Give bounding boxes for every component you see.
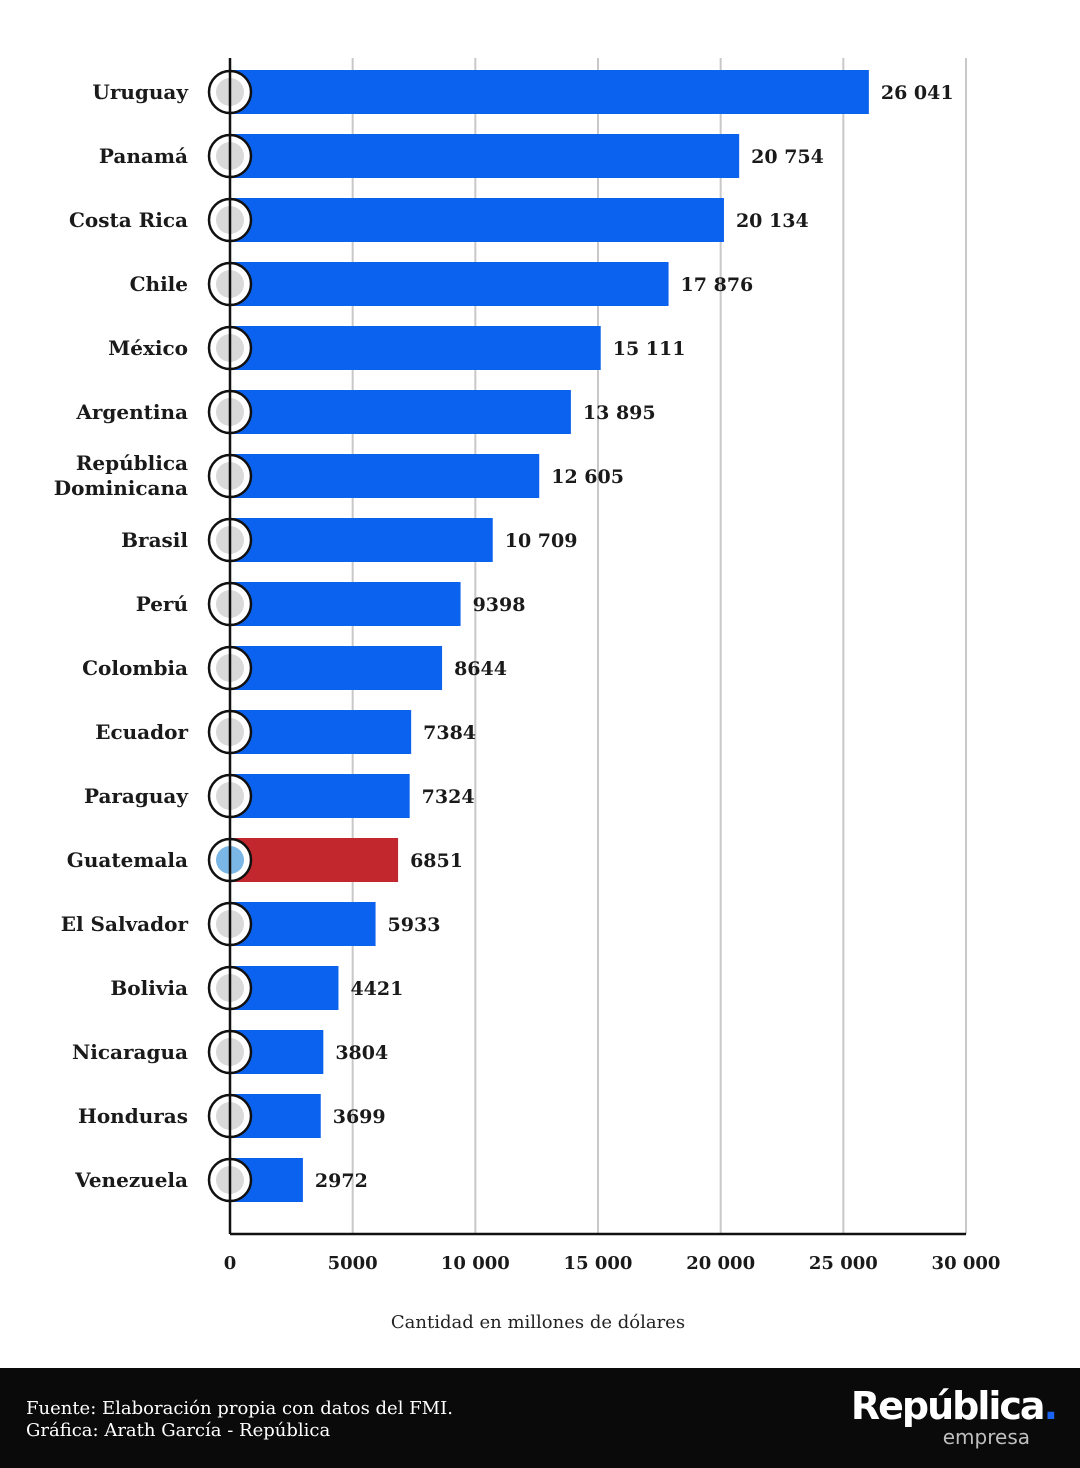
bar-0 — [230, 70, 869, 114]
value-label-8: 9398 — [473, 594, 526, 616]
category-label-17: Venezuela — [74, 1168, 188, 1192]
category-label-0: Uruguay — [92, 80, 189, 104]
bar-13 — [230, 902, 376, 946]
category-label-4: México — [108, 336, 188, 360]
value-label-14: 4421 — [350, 978, 403, 1000]
x-tick-label-3: 15 000 — [564, 1253, 633, 1274]
x-tick-label-1: 5000 — [328, 1253, 378, 1274]
category-label-11: Paraguay — [84, 784, 189, 808]
brand-dot: . — [1043, 1384, 1059, 1428]
category-label-line-6-0: República — [76, 451, 188, 475]
value-label-7: 10 709 — [505, 530, 578, 552]
bar-5 — [230, 390, 571, 434]
x-tick-label-5: 25 000 — [809, 1253, 878, 1274]
value-label-6: 12 605 — [551, 466, 624, 488]
source-text: Fuente: Elaboración propia con datos del… — [26, 1398, 453, 1419]
brand-logo: República. empresa — [850, 1384, 1059, 1449]
category-label-3: Chile — [130, 272, 188, 296]
value-label-1: 20 754 — [751, 146, 824, 168]
category-label-line-6-1: Dominicana — [54, 476, 188, 500]
bar-3 — [230, 262, 669, 306]
source-notes: Fuente: Elaboración propia con datos del… — [26, 1398, 453, 1442]
brand-tagline: empresa — [942, 1425, 1030, 1449]
category-label-1: Panamá — [99, 144, 188, 168]
category-label-6: República Dominicana — [54, 451, 188, 500]
value-label-15: 3804 — [335, 1042, 388, 1064]
bar-2 — [230, 198, 724, 242]
bar-6 — [230, 454, 540, 498]
value-label-2: 20 134 — [736, 210, 809, 232]
category-label-16: Honduras — [78, 1104, 188, 1128]
value-label-10: 7384 — [423, 722, 476, 744]
value-label-5: 13 895 — [583, 402, 656, 424]
value-label-13: 5933 — [388, 914, 441, 936]
bar-11 — [230, 774, 410, 818]
brand-name: República — [850, 1384, 1046, 1428]
category-label-10: Ecuador — [95, 720, 188, 744]
value-label-9: 8644 — [454, 658, 507, 680]
value-label-4: 15 111 — [613, 338, 686, 360]
value-label-12: 6851 — [410, 850, 463, 872]
bar-8 — [230, 582, 461, 626]
x-axis-title: Cantidad en millones de dólares — [391, 1312, 685, 1333]
category-label-5: Argentina — [75, 400, 188, 424]
bar-4 — [230, 326, 601, 370]
category-label-7: Brasil — [121, 528, 188, 552]
bar-7 — [230, 518, 493, 562]
x-tick-label-0: 0 — [224, 1253, 237, 1274]
x-tick-label-6: 30 000 — [932, 1253, 1001, 1274]
category-label-14: Bolivia — [110, 976, 188, 1000]
bar-12 — [230, 838, 399, 882]
category-label-2: Costa Rica — [69, 208, 188, 232]
footer: Fuente: Elaboración propia con datos del… — [0, 1368, 1080, 1468]
x-tick-label-2: 10 000 — [441, 1253, 510, 1274]
value-label-16: 3699 — [333, 1106, 386, 1128]
bar-9 — [230, 646, 443, 690]
category-label-12: Guatemala — [67, 848, 188, 872]
credit-text: Gráfica: Arath García - República — [26, 1420, 331, 1441]
value-label-0: 26 041 — [881, 82, 954, 104]
bar-10 — [230, 710, 412, 754]
bar-chart: Uruguay 26 041 Panamá 20 754 Costa Rica 20 13… — [54, 58, 1001, 1333]
category-label-8: Perú — [136, 592, 188, 616]
category-label-9: Colombia — [82, 656, 188, 680]
category-label-13: El Salvador — [61, 912, 189, 936]
value-label-3: 17 876 — [681, 274, 754, 296]
x-tick-label-4: 20 000 — [686, 1253, 755, 1274]
value-label-11: 7324 — [422, 786, 475, 808]
bar-1 — [230, 134, 740, 178]
value-label-17: 2972 — [315, 1170, 368, 1192]
category-label-15: Nicaragua — [72, 1040, 188, 1064]
